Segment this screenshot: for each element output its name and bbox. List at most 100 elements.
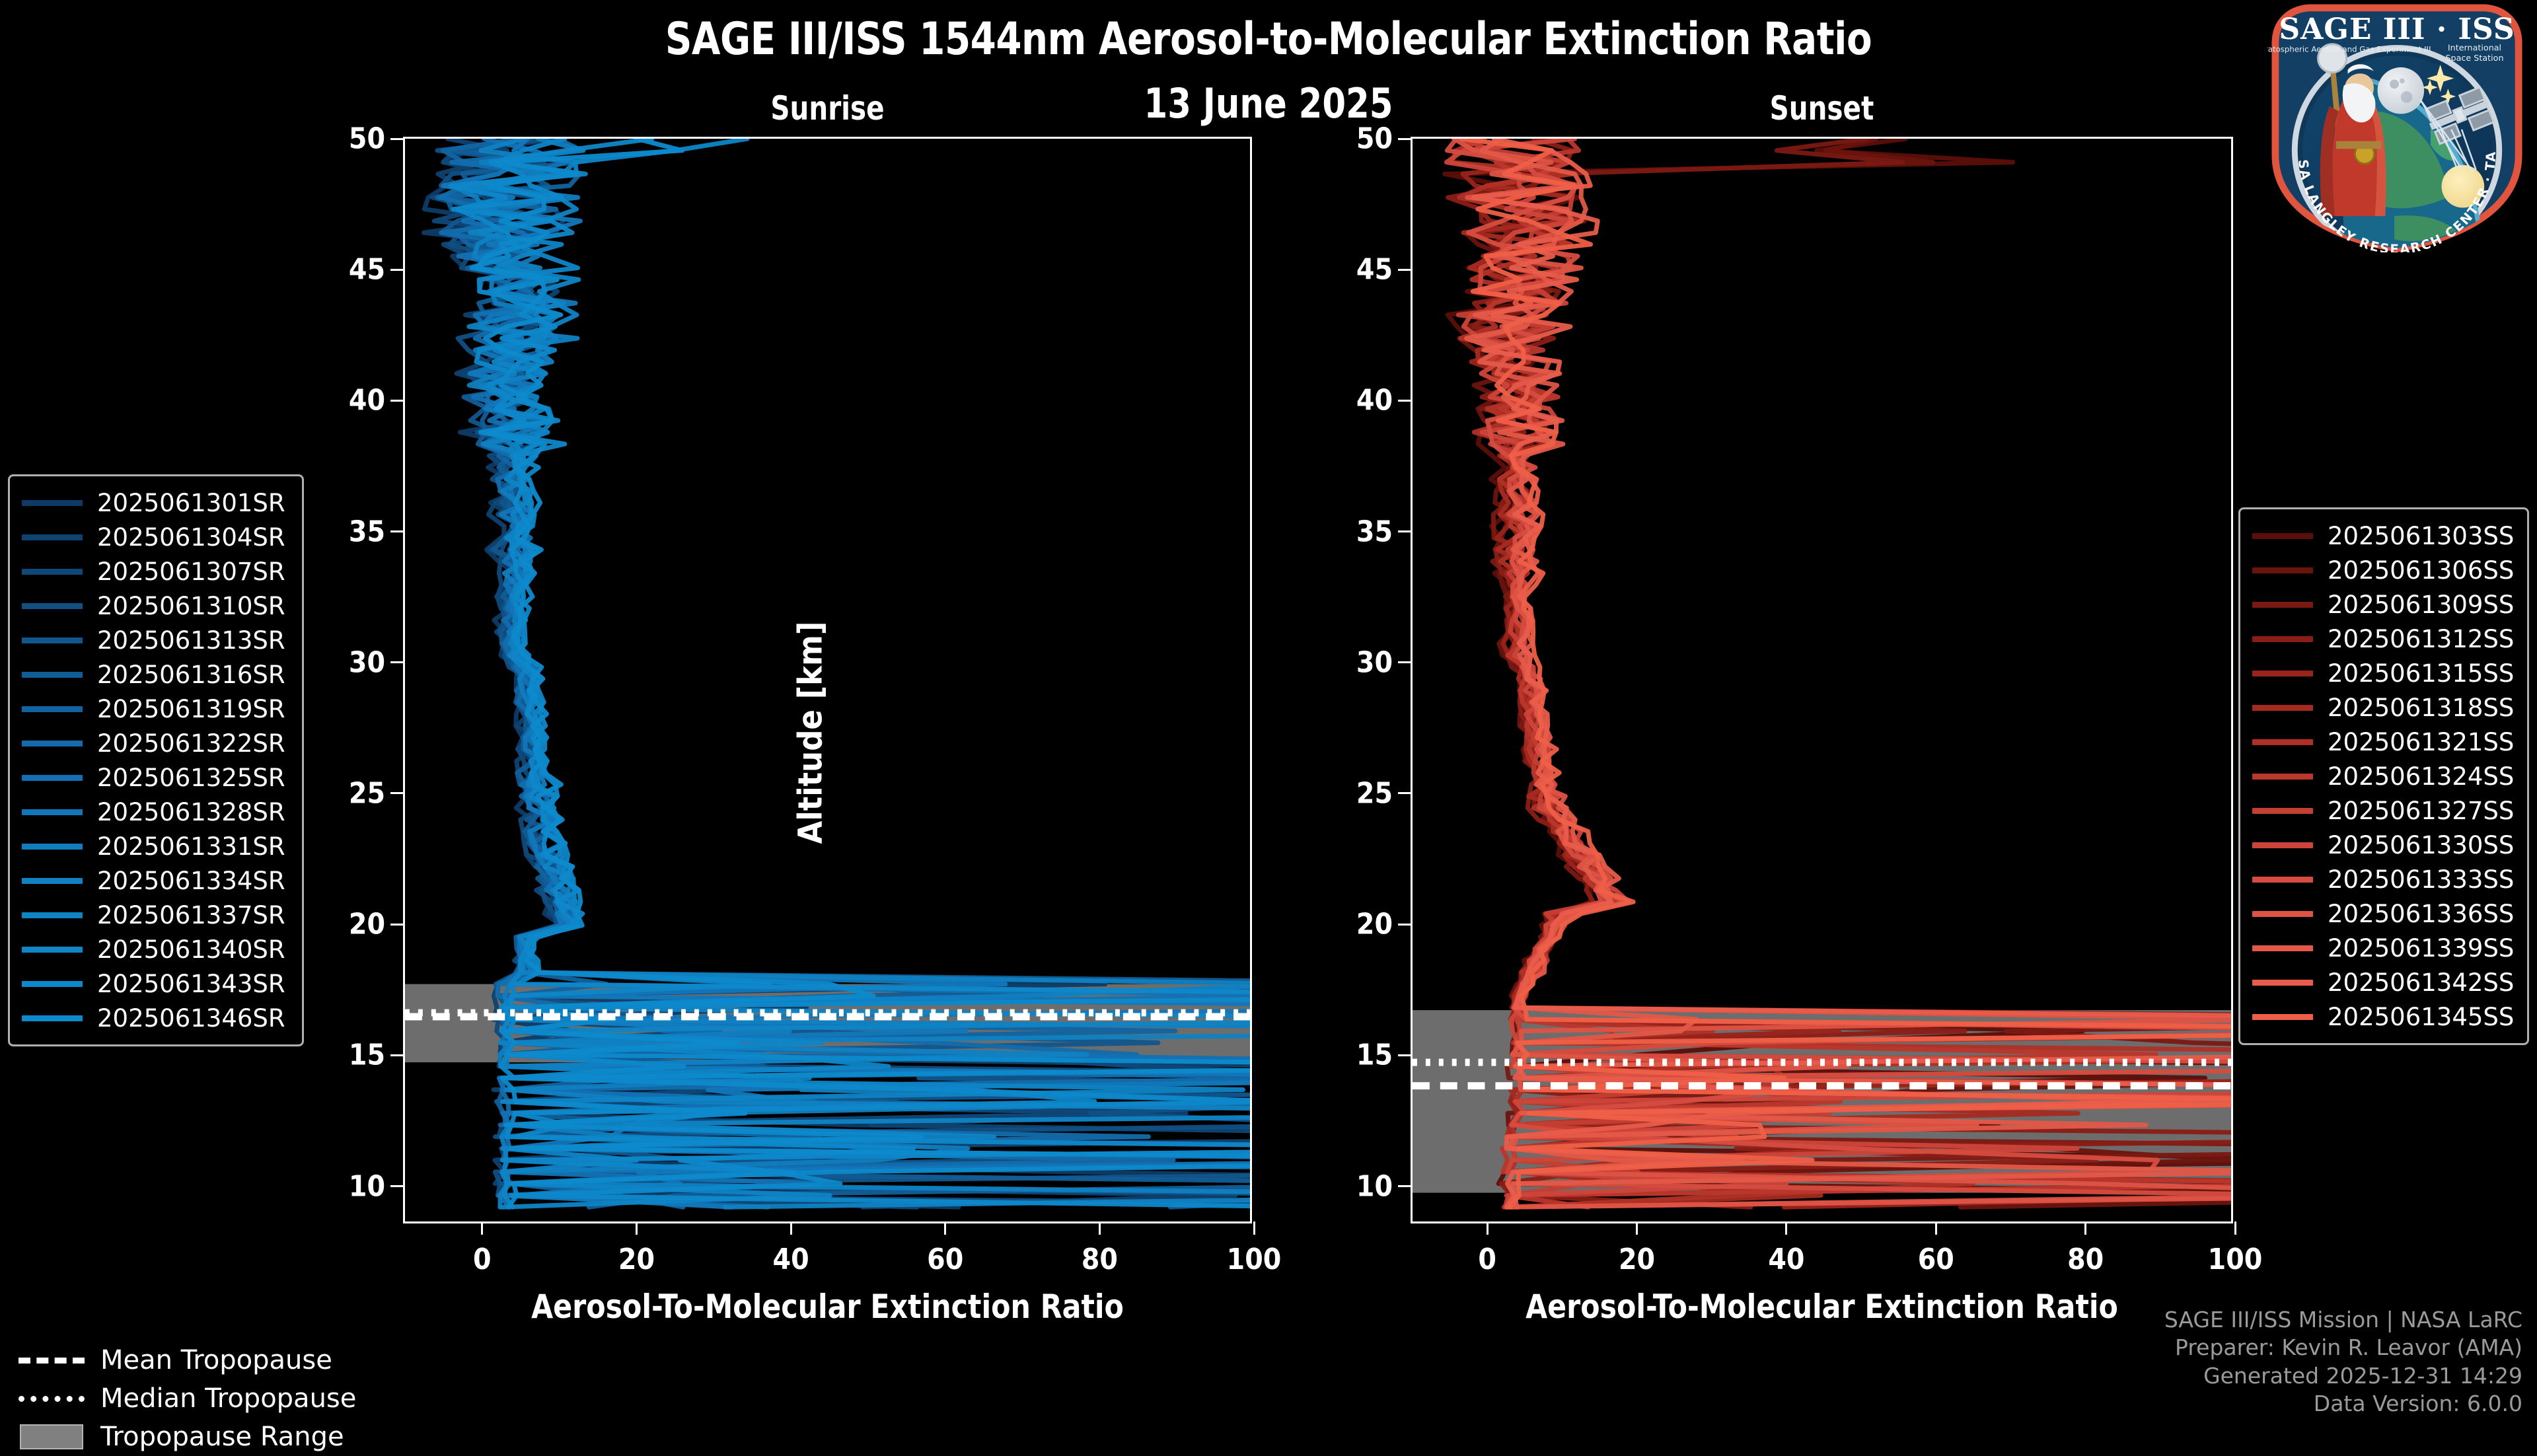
x-axis-tick-label: 20	[618, 1243, 655, 1276]
y-axis-tick	[390, 137, 405, 140]
sunset-profile-lines	[1413, 139, 2231, 1210]
legend-item[interactable]: 2025061304SR	[22, 520, 290, 554]
legend-item[interactable]: 2025061328SR	[22, 795, 290, 829]
sunset-panel-title: Sunset	[1769, 89, 1874, 127]
legend-item[interactable]: 2025061321SS	[2252, 725, 2515, 759]
patch-title: SAGE III · ISS	[2279, 13, 2515, 46]
x-axis-tick-label: 0	[473, 1243, 492, 1276]
legend-event-label: 2025061301SR	[97, 488, 285, 517]
legend-item[interactable]: 2025061313SR	[22, 623, 290, 657]
footer-generated: Generated 2025-12-31 14:29	[2203, 1362, 2522, 1389]
sunset-plot-area	[1413, 139, 2231, 1221]
x-axis-tick-label: 100	[1226, 1243, 1282, 1276]
patch-subtitle-left: Stratospheric Aerosol and Gas Experiment…	[2267, 44, 2431, 54]
tropopause-legend: Mean Tropopause Median Tropopause Tropop…	[18, 1341, 415, 1456]
legend-color-swatch	[22, 912, 83, 918]
legend-item[interactable]: 2025061336SS	[2252, 896, 2515, 931]
y-axis-tick	[390, 530, 405, 533]
y-axis-tick-label: 35	[348, 515, 385, 549]
legend-color-swatch	[2252, 945, 2313, 951]
x-axis-tick	[2084, 1221, 2087, 1235]
footer-preparer: Preparer: Kevin R. Leavor (AMA)	[2175, 1334, 2522, 1361]
x-axis-tick	[1253, 1221, 1255, 1235]
legend-color-swatch	[2252, 567, 2313, 573]
legend-item[interactable]: 2025061306SS	[2252, 553, 2515, 587]
legend-item[interactable]: 2025061342SS	[2252, 965, 2515, 1000]
legend-color-swatch	[22, 499, 83, 506]
legend-item[interactable]: 2025061345SS	[2252, 1000, 2515, 1034]
legend-item[interactable]: 2025061343SR	[22, 966, 290, 1001]
legend-color-swatch	[2252, 636, 2313, 642]
legend-item[interactable]: 2025061346SR	[22, 1001, 290, 1035]
legend-item[interactable]: 2025061303SS	[2252, 519, 2515, 553]
legend-item[interactable]: 2025061325SR	[22, 760, 290, 795]
y-axis-tick	[1398, 137, 1413, 140]
patch-figure	[2317, 43, 2386, 217]
legend-item[interactable]: 2025061330SS	[2252, 828, 2515, 862]
dashed-line-icon	[18, 1350, 85, 1370]
legend-item[interactable]: 2025061318SS	[2252, 690, 2515, 725]
legend-item[interactable]: 2025061315SS	[2252, 656, 2515, 690]
legend-color-swatch	[22, 671, 83, 678]
legend-event-label: 2025061327SS	[2328, 796, 2515, 825]
legend-item[interactable]: 2025061324SS	[2252, 759, 2515, 793]
legend-item[interactable]: 2025061340SR	[22, 932, 290, 966]
legend-color-swatch	[22, 774, 83, 781]
patch-moon	[2377, 67, 2425, 114]
x-axis-tick	[1785, 1221, 1788, 1235]
legend-color-swatch	[2252, 807, 2313, 814]
legend-item[interactable]: 2025061310SR	[22, 589, 290, 623]
sunset-x-axis-title: Aerosol-To-Molecular Extinction Ratio	[1526, 1288, 2118, 1326]
legend-item[interactable]: 2025061319SR	[22, 692, 290, 726]
legend-item[interactable]: 2025061334SR	[22, 863, 290, 898]
y-axis-tick	[390, 661, 405, 664]
sunrise-legend[interactable]: 2025061301SR 2025061304SR 2025061307SR 2025…	[8, 474, 304, 1046]
profile-line	[474, 139, 1250, 1210]
y-axis-tick-label: 35	[1356, 515, 1393, 549]
y-axis-tick	[390, 399, 405, 402]
y-axis-tick-label: 45	[348, 252, 385, 287]
y-axis-tick	[1398, 923, 1413, 926]
legend-event-label: 2025061307SR	[97, 557, 285, 586]
legend-item[interactable]: 2025061309SS	[2252, 587, 2515, 622]
legend-color-swatch	[22, 534, 83, 540]
x-axis-tick-label: 100	[2207, 1243, 2263, 1276]
legend-color-swatch	[2252, 773, 2313, 780]
mean-tropopause-label: Mean Tropopause	[100, 1345, 332, 1375]
legend-event-label: 2025061337SR	[97, 900, 285, 929]
legend-event-label: 2025061322SR	[97, 729, 285, 758]
legend-item[interactable]: 2025061307SR	[22, 554, 290, 589]
legend-event-label: 2025061331SR	[97, 832, 285, 861]
y-axis-tick-label: 25	[348, 776, 385, 811]
y-axis-tick-label: 50	[348, 122, 385, 156]
legend-color-swatch	[22, 946, 83, 953]
legend-color-swatch	[22, 980, 83, 987]
patch-subtitle-right-2: Space Station	[2445, 54, 2503, 63]
legend-item[interactable]: 2025061322SR	[22, 726, 290, 760]
legend-item[interactable]: 2025061312SS	[2252, 622, 2515, 656]
legend-item[interactable]: 2025061331SR	[22, 829, 290, 863]
y-axis-tick	[1398, 268, 1413, 271]
legend-item[interactable]: 2025061301SR	[22, 486, 290, 520]
legend-event-label: 2025061330SS	[2328, 830, 2515, 859]
legend-item[interactable]: 2025061333SS	[2252, 862, 2515, 896]
legend-color-swatch	[22, 809, 83, 815]
legend-color-swatch	[22, 877, 83, 884]
sunrise-y-axis-title: Altitude [km]	[791, 621, 830, 844]
x-axis-tick	[1934, 1221, 1937, 1235]
gray-band-icon	[18, 1424, 85, 1449]
legend-event-label: 2025061333SS	[2328, 865, 2515, 894]
legend-item[interactable]: 2025061337SR	[22, 898, 290, 932]
legend-event-label: 2025061324SS	[2328, 762, 2515, 791]
sunset-legend[interactable]: 2025061303SS 2025061306SS 2025061309SS 2025…	[2238, 507, 2529, 1045]
legend-item[interactable]: 2025061316SR	[22, 657, 290, 692]
legend-event-label: 2025061303SS	[2328, 521, 2515, 550]
patch-stars	[2422, 65, 2456, 104]
legend-color-swatch	[22, 843, 83, 850]
legend-event-label: 2025061321SS	[2328, 727, 2515, 756]
legend-event-label: 2025061319SR	[97, 694, 285, 723]
legend-item[interactable]: 2025061327SS	[2252, 793, 2515, 828]
legend-event-label: 2025061304SR	[97, 523, 285, 552]
legend-item[interactable]: 2025061339SS	[2252, 931, 2515, 965]
